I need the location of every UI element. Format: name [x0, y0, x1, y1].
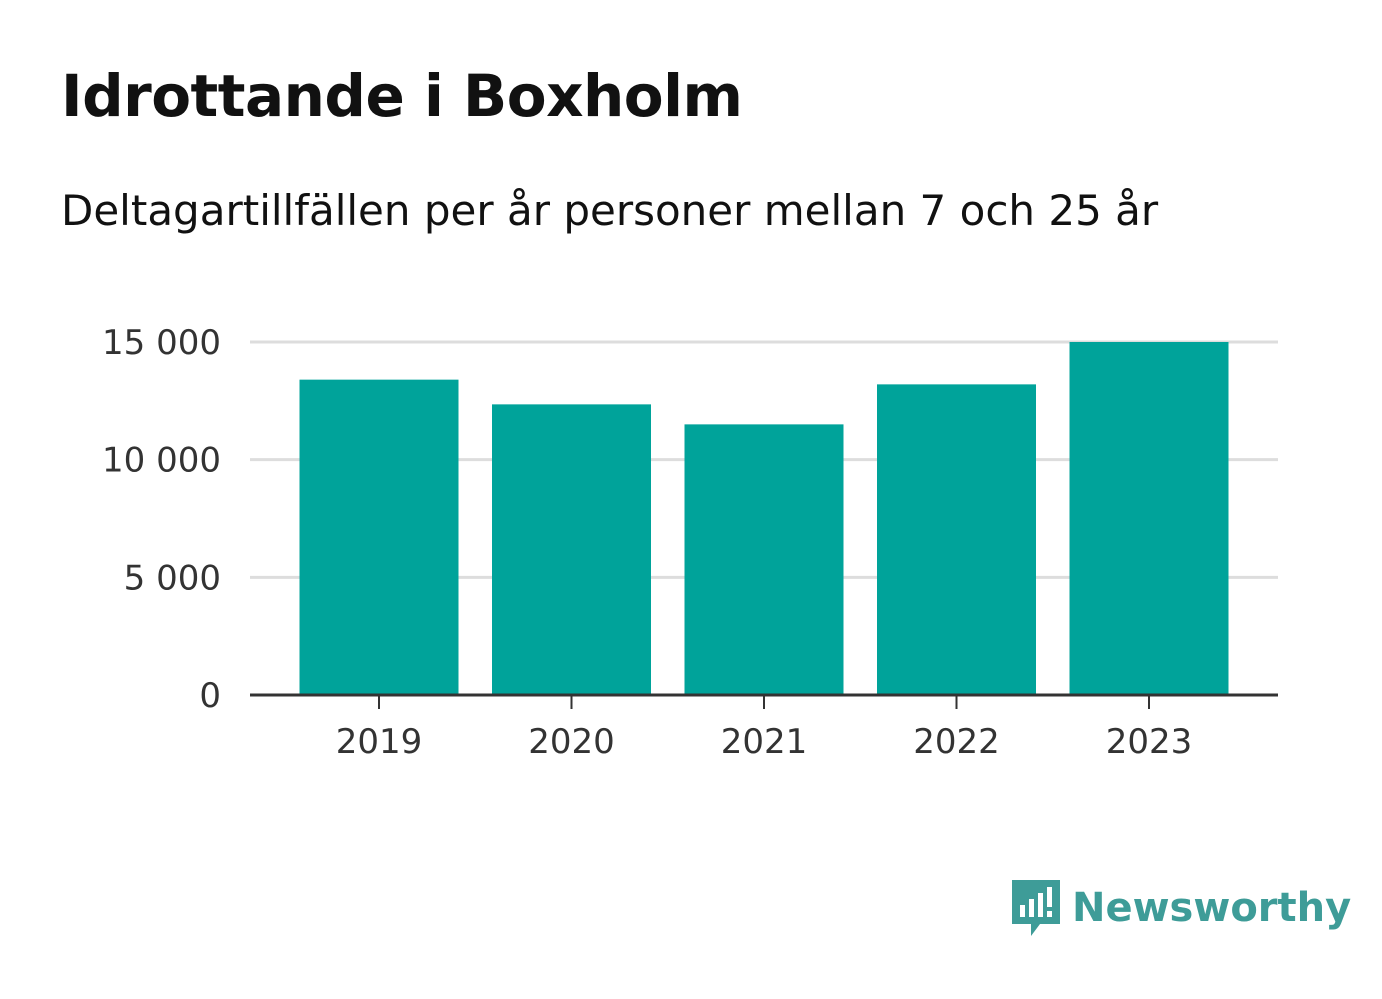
y-tick-label: 10 000 — [102, 441, 221, 481]
x-tick-label: 2019 — [336, 722, 423, 762]
x-tick-label: 2020 — [528, 722, 615, 762]
bar-2019 — [299, 379, 459, 695]
bar-2023 — [1069, 342, 1229, 695]
y-tick-label: 15 000 — [102, 323, 221, 363]
y-tick-label: 5 000 — [124, 558, 221, 598]
x-tick-label: 2023 — [1106, 722, 1193, 762]
chart-subtitle: Deltagartillfällen per år personer mella… — [61, 186, 1159, 235]
newsworthy-logo-icon — [1012, 880, 1060, 936]
brand-logo: Newsworthy — [1010, 878, 1351, 938]
chart-title: Idrottande i Boxholm — [61, 62, 743, 130]
y-tick-label: 0 — [199, 676, 221, 716]
bars — [299, 342, 1229, 695]
bar-2021 — [684, 424, 844, 695]
axes: 0 5 000 10 000 15 000 2019 2020 2021 2022 2023 — [102, 323, 1278, 762]
bar-2022 — [877, 384, 1036, 695]
bar-2020 — [492, 404, 651, 695]
brand-name: Newsworthy — [1072, 885, 1352, 931]
x-tick-label: 2021 — [721, 722, 808, 762]
x-tick-label: 2022 — [913, 722, 1000, 762]
